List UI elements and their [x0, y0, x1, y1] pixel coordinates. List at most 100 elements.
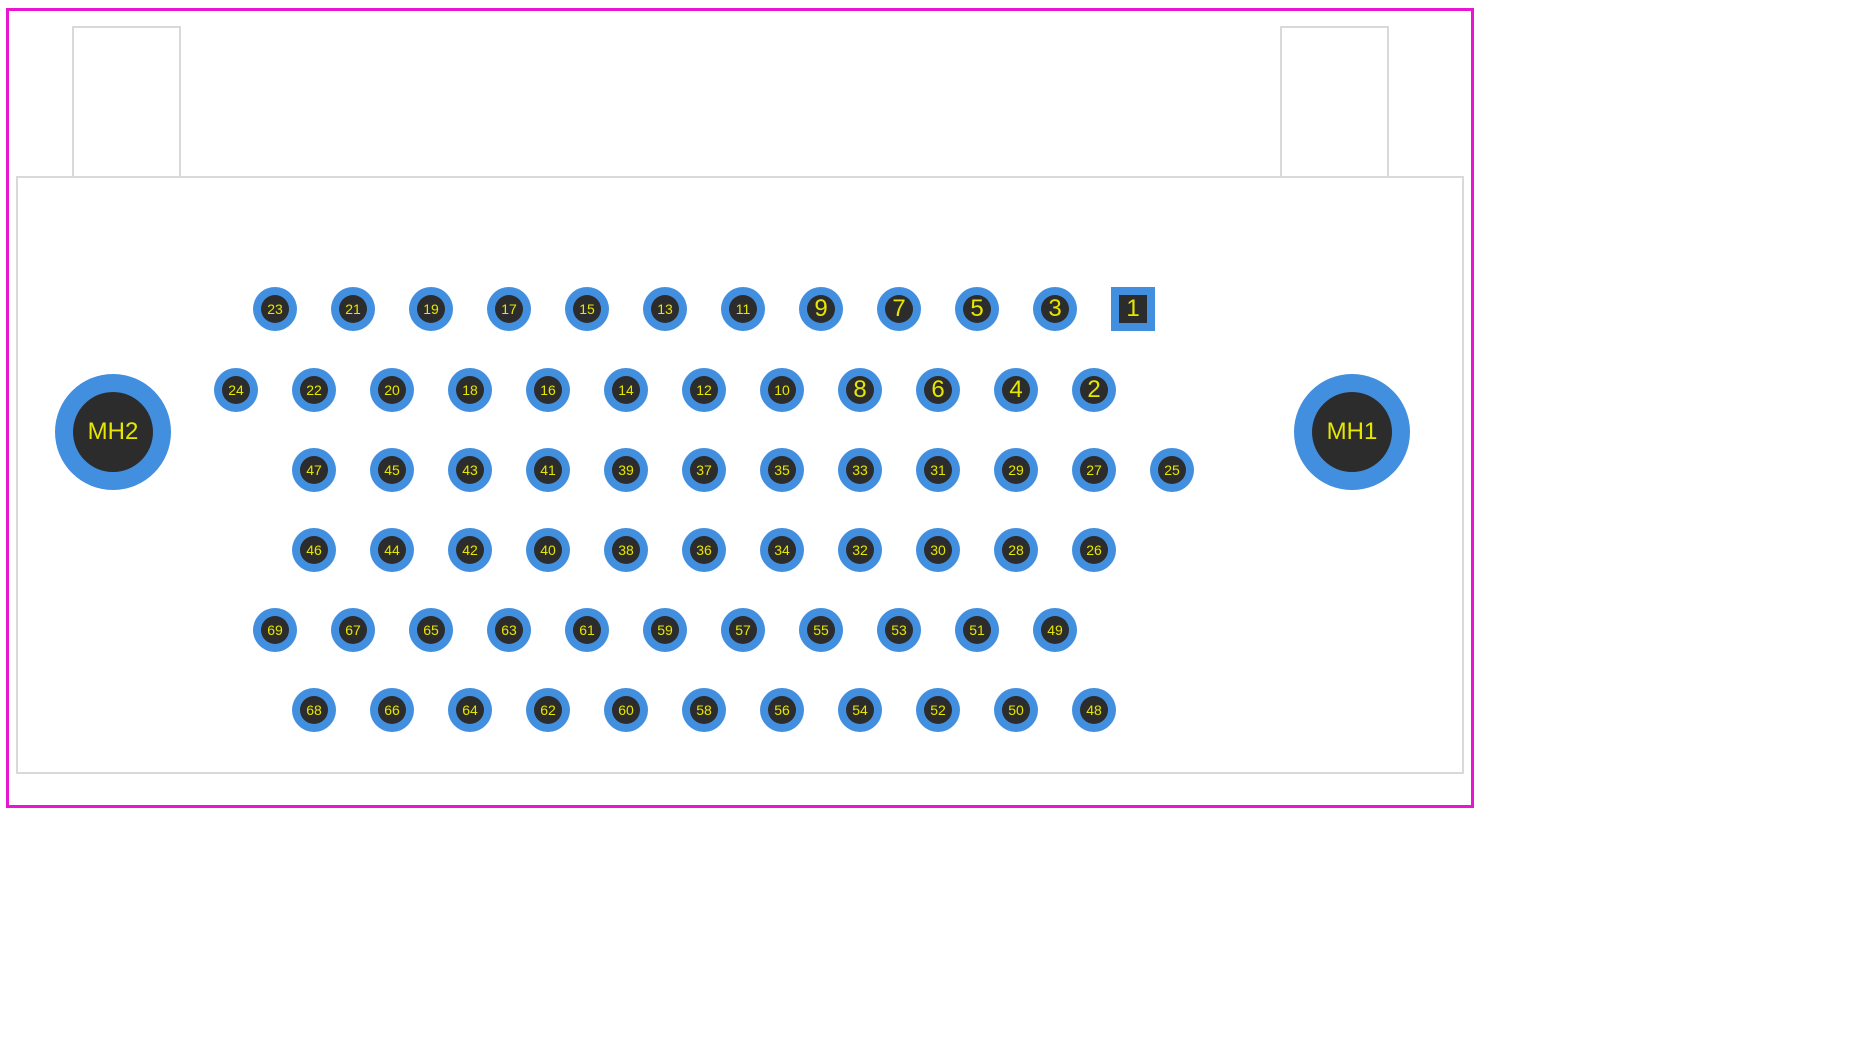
pad-54: 54	[838, 688, 882, 732]
pad-label: 34	[768, 536, 796, 564]
pad-label: 32	[846, 536, 874, 564]
body-outline	[16, 176, 1464, 774]
pad-label: 44	[378, 536, 406, 564]
pad-label: 19	[417, 295, 445, 323]
pad-label: 6	[924, 376, 952, 404]
pad-label: 21	[339, 295, 367, 323]
pad-44: 44	[370, 528, 414, 572]
pad-label: 39	[612, 456, 640, 484]
pad-label: 64	[456, 696, 484, 724]
pad-label: 31	[924, 456, 952, 484]
pad-label: 45	[378, 456, 406, 484]
tab-left-outline	[72, 26, 181, 176]
pad-8: 8	[838, 368, 882, 412]
pad-label: 1	[1119, 295, 1147, 323]
pad-32: 32	[838, 528, 882, 572]
pad-40: 40	[526, 528, 570, 572]
pad-58: 58	[682, 688, 726, 732]
pad-33: 33	[838, 448, 882, 492]
pad-10: 10	[760, 368, 804, 412]
pad-41: 41	[526, 448, 570, 492]
pad-label: 42	[456, 536, 484, 564]
pad-27: 27	[1072, 448, 1116, 492]
pad-46: 46	[292, 528, 336, 572]
pad-label: 68	[300, 696, 328, 724]
pad-13: 13	[643, 287, 687, 331]
pad-label: 43	[456, 456, 484, 484]
pad-label: 14	[612, 376, 640, 404]
pad-label: 11	[729, 295, 757, 323]
pad-55: 55	[799, 608, 843, 652]
pad-label: 58	[690, 696, 718, 724]
pad-57: 57	[721, 608, 765, 652]
pad-label: 25	[1158, 456, 1186, 484]
pad-25: 25	[1150, 448, 1194, 492]
pad-62: 62	[526, 688, 570, 732]
pad-26: 26	[1072, 528, 1116, 572]
pad-MH2: MH2	[55, 374, 171, 490]
pad-label: 26	[1080, 536, 1108, 564]
pad-61: 61	[565, 608, 609, 652]
pad-label: 51	[963, 616, 991, 644]
pad-label: 10	[768, 376, 796, 404]
pad-label: 49	[1041, 616, 1069, 644]
pad-label: 41	[534, 456, 562, 484]
pad-64: 64	[448, 688, 492, 732]
pad-label: 28	[1002, 536, 1030, 564]
pad-39: 39	[604, 448, 648, 492]
pad-label: 23	[261, 295, 289, 323]
pad-11: 11	[721, 287, 765, 331]
pad-label: 46	[300, 536, 328, 564]
pad-38: 38	[604, 528, 648, 572]
pad-68: 68	[292, 688, 336, 732]
pad-53: 53	[877, 608, 921, 652]
pad-label: 56	[768, 696, 796, 724]
pad-18: 18	[448, 368, 492, 412]
pad-56: 56	[760, 688, 804, 732]
pad-label: 66	[378, 696, 406, 724]
pad-9: 9	[799, 287, 843, 331]
pad-label: 47	[300, 456, 328, 484]
pad-label: 7	[885, 295, 913, 323]
pad-label: 4	[1002, 376, 1030, 404]
pad-label: 67	[339, 616, 367, 644]
pad-label: 57	[729, 616, 757, 644]
pad-3: 3	[1033, 287, 1077, 331]
pad-label: 17	[495, 295, 523, 323]
pad-45: 45	[370, 448, 414, 492]
tab-right-outline	[1280, 26, 1389, 176]
pad-label: 38	[612, 536, 640, 564]
pad-label: 40	[534, 536, 562, 564]
pad-5: 5	[955, 287, 999, 331]
pad-label: 13	[651, 295, 679, 323]
pad-label: 59	[651, 616, 679, 644]
pad-label: 61	[573, 616, 601, 644]
pad-21: 21	[331, 287, 375, 331]
pad-37: 37	[682, 448, 726, 492]
pad-label: 3	[1041, 295, 1069, 323]
pad-label: 55	[807, 616, 835, 644]
pad-MH1: MH1	[1294, 374, 1410, 490]
pad-2: 2	[1072, 368, 1116, 412]
pad-60: 60	[604, 688, 648, 732]
pad-label: 2	[1080, 376, 1108, 404]
pad-31: 31	[916, 448, 960, 492]
pad-label: 60	[612, 696, 640, 724]
pad-51: 51	[955, 608, 999, 652]
pad-36: 36	[682, 528, 726, 572]
pad-67: 67	[331, 608, 375, 652]
pad-label: MH2	[73, 392, 153, 472]
pad-label: 20	[378, 376, 406, 404]
pad-48: 48	[1072, 688, 1116, 732]
pad-label: 5	[963, 295, 991, 323]
pad-16: 16	[526, 368, 570, 412]
pad-label: 15	[573, 295, 601, 323]
pad-label: 37	[690, 456, 718, 484]
pad-23: 23	[253, 287, 297, 331]
pad-label: 8	[846, 376, 874, 404]
pad-28: 28	[994, 528, 1038, 572]
pad-69: 69	[253, 608, 297, 652]
pad-47: 47	[292, 448, 336, 492]
pad-label: 53	[885, 616, 913, 644]
pad-66: 66	[370, 688, 414, 732]
